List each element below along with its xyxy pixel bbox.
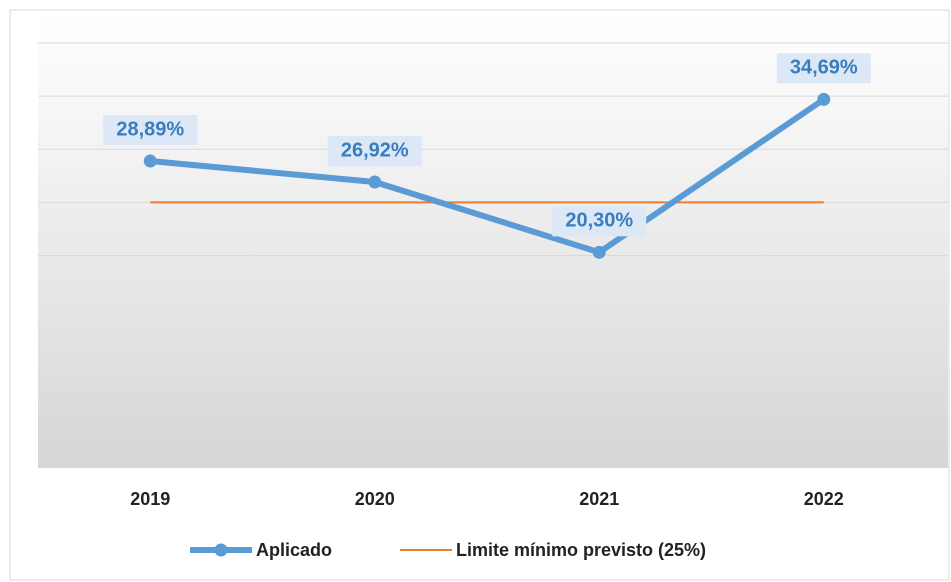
plot-area	[38, 15, 948, 468]
x-tick-label: 2022	[804, 489, 844, 509]
data-point	[592, 245, 606, 259]
x-tick-label: 2021	[579, 489, 619, 509]
data-point	[817, 92, 831, 106]
data-point	[368, 175, 382, 189]
legend-label: Aplicado	[256, 540, 332, 560]
data-line	[149, 96, 826, 256]
x-tick-label: 2020	[355, 489, 395, 509]
data-label-bg	[327, 135, 422, 166]
data-label-bg	[103, 115, 198, 146]
data-label: 20,30%	[565, 210, 633, 232]
data-label: 28,89%	[116, 118, 184, 140]
data-point	[143, 154, 157, 168]
data-label: 34,69%	[790, 57, 858, 79]
x-tick-label: 2019	[130, 489, 170, 509]
legend-swatch-marker	[214, 543, 228, 557]
legend-label: Limite mínimo previsto (25%)	[456, 540, 706, 560]
data-label: 26,92%	[341, 139, 409, 161]
data-label-bg	[776, 53, 871, 84]
data-label-bg	[552, 206, 647, 237]
